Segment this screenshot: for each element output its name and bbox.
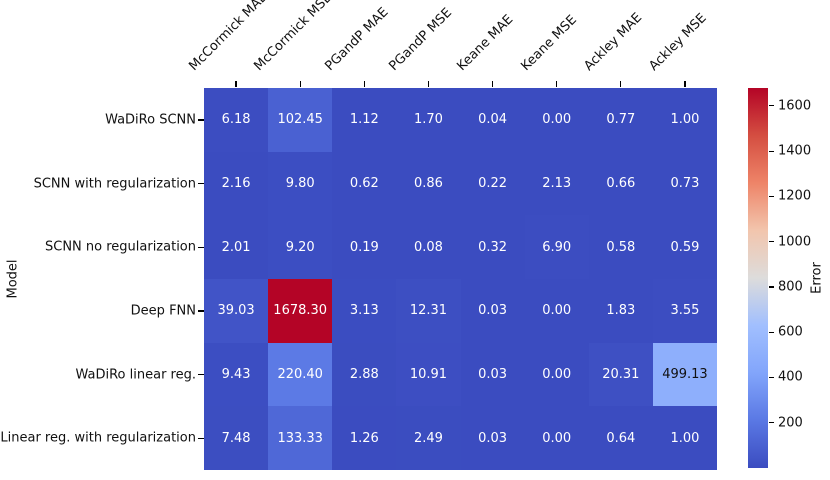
heatmap-cell: 1.00 [652, 88, 717, 152]
heatmap-cell: 12.31 [396, 279, 461, 343]
heatmap-cell: 1.83 [588, 279, 653, 343]
heatmap-cell: 0.62 [332, 151, 397, 216]
colorbar-tick-label: 1200 [778, 188, 812, 204]
heatmap-cell: 0.00 [524, 342, 589, 407]
heatmap-cell: 1678.30 [268, 279, 333, 343]
colorbar-tick-label: 200 [778, 415, 803, 431]
heatmap-cell: 1.70 [396, 88, 461, 152]
column-label: PGandP MSE [386, 5, 456, 75]
colorbar-tick [769, 422, 774, 424]
y-axis-tick [198, 437, 204, 439]
heatmap-cell: 0.00 [524, 406, 589, 470]
heatmap-cell: 2.01 [204, 215, 269, 279]
colorbar-tick-label: 600 [778, 324, 803, 340]
heatmap-cell: 20.31 [588, 342, 653, 407]
row-label: WaDiRo SCNN [105, 112, 196, 128]
x-axis-tick [620, 81, 622, 87]
heatmap-cell: 0.08 [396, 215, 461, 279]
colorbar-tick [769, 195, 774, 197]
column-label: Ackley MAE [581, 10, 646, 74]
heatmap-cell: 0.64 [588, 406, 653, 470]
y-axis-tick [198, 310, 204, 312]
heatmap-cell: 6.18 [204, 88, 269, 152]
colorbar-tick [769, 331, 774, 333]
heatmap-cell: 39.03 [204, 279, 269, 343]
heatmap-cell: 9.20 [268, 215, 333, 279]
heatmap-cell: 2.13 [524, 151, 589, 216]
x-axis-tick [684, 81, 686, 87]
colorbar-tick-label: 1000 [778, 234, 812, 250]
heatmap-cell: 2.88 [332, 342, 397, 407]
colorbar-tick [769, 241, 774, 243]
heatmap-cell: 499.13 [652, 342, 717, 407]
heatmap-cell: 0.00 [524, 88, 589, 152]
colorbar-tick [769, 150, 774, 152]
x-axis-tick [235, 81, 237, 87]
row-label: Linear reg. with regularization [0, 430, 196, 446]
heatmap-cell: 2.16 [204, 151, 269, 216]
heatmap-cell: 0.66 [588, 151, 653, 216]
heatmap-cell: 0.04 [460, 88, 525, 152]
y-axis-tick [198, 119, 204, 121]
heatmap-cell: 2.49 [396, 406, 461, 470]
heatmap-cell: 0.03 [460, 342, 525, 407]
column-label: Ackley MSE [646, 10, 710, 75]
column-label: Keane MSE [518, 12, 581, 75]
x-axis-tick [556, 81, 558, 87]
colorbar-tick [769, 105, 774, 107]
x-axis-tick [363, 81, 365, 87]
y-axis-label: Model [5, 259, 21, 299]
heatmap-cell: 0.73 [652, 151, 717, 216]
heatmap-cell: 9.80 [268, 151, 333, 216]
colorbar-tick-label: 800 [778, 279, 803, 295]
row-label: Deep FNN [130, 303, 196, 319]
heatmap-cell: 0.00 [524, 279, 589, 343]
column-label: PGandP MAE [322, 4, 392, 75]
colorbar-gradient [748, 88, 768, 468]
heatmap-cell: 0.19 [332, 215, 397, 279]
heatmap-cell: 9.43 [204, 342, 269, 407]
heatmap-cell: 0.03 [460, 406, 525, 470]
heatmap-cell: 0.77 [588, 88, 653, 152]
x-axis-tick [427, 81, 430, 87]
colorbar-tick [769, 286, 774, 288]
colorbar-tick-label: 1600 [778, 98, 812, 114]
colorbar-tick-label: 400 [778, 369, 803, 385]
heatmap-cell: 0.86 [396, 151, 461, 216]
y-axis-tick [198, 374, 204, 376]
heatmap-cell: 0.22 [460, 151, 525, 216]
y-axis-tick [198, 246, 204, 248]
heatmap-cell: 0.03 [460, 279, 525, 343]
colorbar-tick-label: 1400 [778, 143, 812, 159]
colorbar-tick [769, 376, 774, 379]
heatmap-cell: 220.40 [268, 342, 333, 407]
heatmap-cell: 3.13 [332, 279, 397, 343]
heatmap-cell: 10.91 [396, 342, 461, 407]
x-axis-tick [299, 81, 301, 87]
y-axis-tick [198, 183, 204, 185]
x-axis-tick [491, 81, 494, 87]
heatmap-grid: 6.18 102.45 1.12 1.70 0.04 0.00 0.77 1.00 2.16 9.… [204, 88, 717, 470]
row-label: SCNN no regularization [44, 239, 196, 255]
heatmap-cell: 3.55 [652, 279, 717, 343]
heatmap-cell: 0.58 [588, 215, 653, 279]
heatmap-cell: 1.26 [332, 406, 397, 470]
column-label: Keane MAE [454, 12, 517, 75]
heatmap-cell: 7.48 [204, 406, 269, 470]
heatmap-cell: 0.32 [460, 215, 525, 279]
heatmap-cell: 1.00 [652, 406, 717, 470]
heatmap-cell: 1.12 [332, 88, 397, 152]
heatmap-cell: 133.33 [268, 406, 333, 470]
heatmap-cell: 6.90 [524, 215, 589, 279]
row-label: SCNN with regularization [33, 176, 196, 191]
heatmap-cell: 0.59 [652, 215, 717, 279]
row-label: WaDiRo linear reg. [75, 367, 197, 382]
colorbar-label: Error [809, 262, 825, 294]
heatmap-cell: 102.45 [268, 88, 333, 152]
